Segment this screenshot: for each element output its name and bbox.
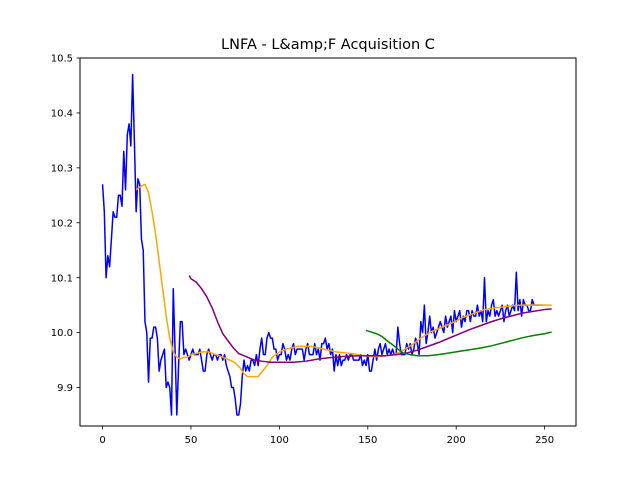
y-tick-label: 10.0 — [51, 328, 73, 339]
y-tick-label: 9.9 — [57, 383, 73, 394]
y-tick-label: 10.4 — [51, 109, 73, 120]
x-tick-label: 150 — [358, 435, 377, 446]
y-tick-label: 10.2 — [51, 218, 73, 229]
y-tick-label: 10.1 — [51, 273, 73, 284]
x-tick-label: 250 — [535, 435, 554, 446]
x-tick-label: 50 — [185, 435, 198, 446]
x-tick-label: 100 — [270, 435, 289, 446]
y-tick-label: 10.3 — [51, 163, 73, 174]
y-tick-label: 10.5 — [51, 54, 73, 65]
x-tick-label: 0 — [99, 435, 105, 446]
x-tick-label: 200 — [447, 435, 466, 446]
chart-title: LNFA - L&amp;F Acquisition C — [221, 37, 435, 53]
